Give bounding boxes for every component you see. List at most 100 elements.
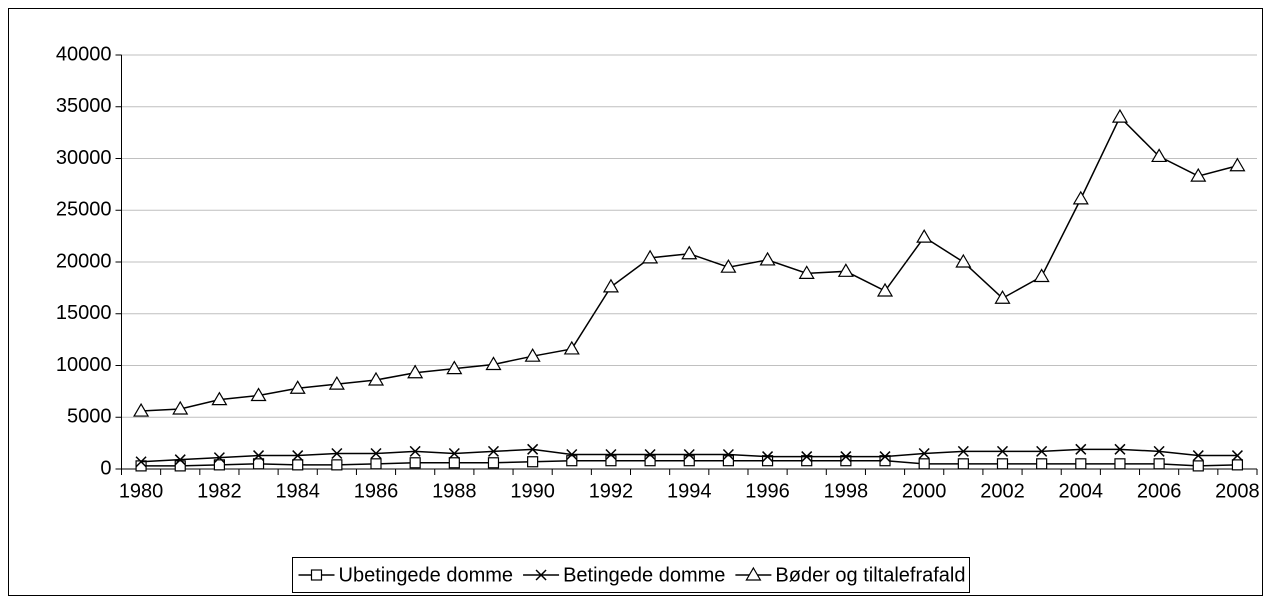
marker: [213, 452, 225, 464]
marker: [1114, 443, 1126, 455]
marker: [957, 458, 969, 470]
marker: [994, 290, 1011, 304]
marker: [840, 451, 852, 463]
marker: [1231, 459, 1244, 471]
y-tick-label: 15000: [56, 302, 112, 324]
marker: [1072, 190, 1089, 205]
marker: [918, 458, 930, 470]
marker: [1114, 458, 1126, 470]
x-tick-label: 2004: [1059, 480, 1104, 502]
marker: [367, 371, 385, 386]
y-tick-label: 10000: [56, 354, 112, 376]
y-tick-label: 40000: [56, 43, 112, 65]
marker: [605, 455, 617, 467]
marker: [837, 263, 854, 277]
marker: [527, 456, 539, 468]
legend-label: Betingede domme: [563, 564, 725, 586]
marker: [1075, 443, 1087, 455]
chart-frame: [8, 8, 1263, 596]
marker: [250, 387, 267, 402]
marker: [644, 455, 656, 467]
x-tick-label: 2002: [980, 480, 1025, 502]
marker: [1036, 458, 1048, 470]
legend-label: Bøder og tiltalefrafald: [775, 564, 965, 586]
marker: [487, 457, 500, 469]
legend-label: Ubetingede domme: [339, 564, 514, 586]
marker: [1151, 148, 1168, 163]
marker: [916, 228, 933, 243]
marker: [955, 253, 972, 268]
legend: Ubetingede domme Betingede domme Bøder og …: [292, 557, 970, 593]
marker: [879, 451, 891, 463]
x-tick-label: 2006: [1137, 480, 1182, 502]
marker: [174, 454, 186, 466]
marker: [918, 447, 930, 460]
marker: [566, 455, 578, 467]
marker: [1192, 460, 1204, 472]
y-tick-label: 0: [100, 457, 111, 479]
marker: [1075, 458, 1087, 470]
marker: [683, 455, 695, 467]
x-tick-label: 1988: [432, 480, 477, 502]
marker: [762, 451, 774, 463]
x-tick-label: 1996: [745, 480, 790, 502]
marker: [524, 347, 541, 362]
marker: [446, 360, 463, 375]
marker: [957, 445, 969, 457]
x-tick-label: 1990: [510, 480, 555, 502]
marker: [487, 445, 500, 457]
marker: [683, 448, 695, 461]
marker: [174, 460, 186, 472]
marker: [1153, 445, 1165, 457]
marker: [448, 457, 460, 469]
y-tick-label: 30000: [56, 147, 112, 169]
marker: [370, 458, 382, 470]
marker: [602, 278, 619, 293]
marker: [331, 459, 343, 471]
marker: [1229, 157, 1246, 172]
marker: [292, 450, 304, 462]
marker: [1033, 268, 1050, 283]
marker: [1153, 458, 1165, 470]
marker: [328, 375, 345, 390]
marker: [563, 340, 580, 355]
x-tick-label: 1994: [667, 480, 712, 502]
marker: [409, 457, 421, 469]
x-tick-label: 1982: [197, 480, 242, 502]
marker: [642, 249, 659, 264]
marker: [1036, 445, 1048, 457]
y-tick-label: 5000: [67, 406, 112, 428]
x-tick-label: 1986: [354, 480, 399, 502]
marker: [253, 450, 265, 462]
marker: [252, 458, 265, 470]
marker: [289, 380, 306, 394]
marker: [172, 400, 189, 415]
marker: [996, 458, 1009, 470]
marker: [876, 282, 894, 297]
marker: [566, 448, 578, 461]
x-tick-label: 1998: [824, 480, 869, 502]
marker: [211, 391, 228, 406]
marker: [681, 245, 698, 260]
marker: [745, 566, 762, 581]
marker: [370, 447, 382, 460]
marker: [996, 445, 1009, 457]
legend-box: [292, 557, 970, 593]
marker: [1190, 167, 1207, 182]
marker: [133, 402, 150, 417]
marker: [409, 445, 421, 457]
marker: [605, 448, 617, 461]
marker: [759, 251, 776, 266]
marker: [527, 443, 539, 455]
marker: [407, 364, 424, 379]
marker: [331, 447, 343, 460]
x-tick-label: 1984: [275, 480, 320, 502]
marker: [722, 448, 734, 461]
marker: [801, 451, 813, 463]
marker: [135, 456, 147, 468]
y-tick-label: 20000: [56, 250, 112, 272]
marker: [1111, 108, 1129, 123]
marker: [798, 265, 815, 279]
